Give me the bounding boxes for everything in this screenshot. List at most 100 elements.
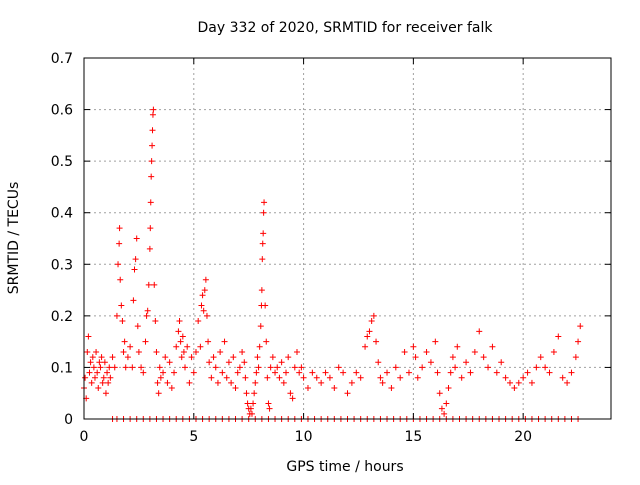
- data-point: [276, 374, 283, 381]
- data-point: [243, 390, 250, 397]
- data-point: [149, 111, 156, 118]
- data-point: [175, 328, 182, 335]
- y-tick-label: 0.4: [51, 206, 73, 222]
- data-point: [467, 369, 474, 376]
- data-point: [370, 312, 377, 319]
- data-point: [248, 410, 255, 417]
- data-point: [105, 379, 112, 386]
- data-point: [555, 333, 562, 340]
- data-point: [397, 374, 404, 381]
- data-point: [511, 385, 518, 392]
- data-point: [423, 348, 430, 355]
- data-point: [182, 364, 189, 371]
- data-point: [300, 374, 307, 381]
- data-point: [253, 369, 260, 376]
- data-point: [219, 369, 226, 376]
- data-point: [362, 343, 369, 350]
- data-point: [206, 359, 213, 366]
- x-tick-label: 5: [189, 429, 198, 445]
- data-point: [485, 364, 492, 371]
- data-point: [188, 354, 195, 361]
- x-tick-label: 20: [514, 429, 532, 445]
- data-point: [99, 379, 106, 386]
- data-point: [379, 379, 386, 386]
- data-point: [118, 302, 125, 309]
- x-tick-label: 15: [404, 429, 422, 445]
- data-point: [164, 379, 171, 386]
- data-point: [498, 359, 505, 366]
- data-point: [357, 374, 364, 381]
- data-point: [304, 385, 311, 392]
- data-point: [258, 287, 265, 294]
- data-point: [454, 343, 461, 350]
- data-point: [410, 343, 417, 350]
- y-axis-label: SRMTID / TECUs: [6, 182, 22, 295]
- data-point: [280, 379, 287, 386]
- data-point: [214, 379, 221, 386]
- data-point: [239, 348, 246, 355]
- data-point: [130, 297, 137, 304]
- y-tick-label: 0.3: [51, 257, 73, 273]
- data-point: [344, 390, 351, 397]
- data-point: [533, 364, 540, 371]
- data-point: [119, 318, 126, 325]
- data-point: [147, 225, 154, 232]
- data-point: [252, 379, 259, 386]
- data-point: [263, 338, 270, 345]
- data-point: [274, 364, 281, 371]
- data-point: [186, 379, 193, 386]
- data-point: [89, 354, 96, 361]
- data-point: [116, 225, 123, 232]
- data-point: [266, 405, 273, 412]
- y-tick-label: 0: [64, 412, 73, 428]
- data-point: [88, 379, 95, 386]
- y-tick-label: 0.5: [51, 154, 73, 170]
- data-point: [364, 333, 371, 340]
- data-point: [353, 369, 360, 376]
- data-point: [388, 385, 395, 392]
- data-point: [192, 348, 199, 355]
- data-point: [244, 400, 251, 407]
- data-point: [232, 385, 239, 392]
- data-point: [489, 343, 496, 350]
- data-point: [335, 364, 342, 371]
- data-point: [463, 359, 470, 366]
- data-point: [145, 281, 152, 288]
- data-point: [176, 318, 183, 325]
- data-point: [107, 374, 114, 381]
- data-point: [480, 354, 487, 361]
- data-point: [223, 374, 230, 381]
- data-point: [208, 374, 215, 381]
- data-point: [190, 369, 197, 376]
- data-point: [153, 348, 160, 355]
- data-point: [154, 379, 161, 386]
- data-point: [133, 235, 140, 242]
- y-tick-label: 0.1: [51, 360, 73, 376]
- data-point: [293, 348, 300, 355]
- data-point: [111, 364, 118, 371]
- data-point: [93, 348, 100, 355]
- data-point: [225, 359, 232, 366]
- data-point: [151, 281, 158, 288]
- grid: [84, 58, 611, 419]
- data-point: [326, 374, 333, 381]
- data-point: [228, 379, 235, 386]
- data-point: [289, 395, 296, 402]
- data-point: [91, 374, 98, 381]
- data-point: [366, 328, 373, 335]
- data-point: [152, 318, 159, 325]
- data-point: [458, 374, 465, 381]
- data-point: [259, 240, 266, 247]
- x-tick-label: 0: [80, 429, 89, 445]
- x-axis-label: GPS time / hours: [286, 459, 403, 475]
- data-point: [445, 385, 452, 392]
- data-point: [434, 369, 441, 376]
- data-point: [184, 343, 191, 350]
- data-point: [179, 333, 186, 340]
- data-point: [322, 369, 329, 376]
- data-markers: [81, 106, 584, 422]
- data-point: [438, 405, 445, 412]
- data-point: [149, 127, 156, 134]
- data-point: [199, 292, 206, 299]
- data-point: [230, 354, 237, 361]
